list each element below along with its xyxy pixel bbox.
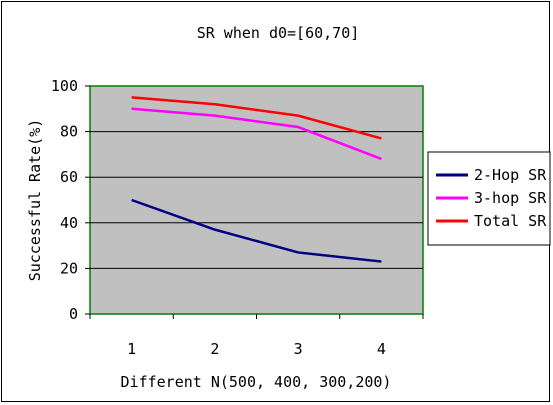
x-tick-label: 4: [377, 340, 386, 358]
x-axis-label: Different N(500, 400, 300,200): [121, 373, 392, 391]
legend-label: 3-hop SR: [474, 189, 547, 207]
x-axis-ticks: 1 2 3 4: [89, 314, 424, 358]
y-tick-label: 60: [60, 168, 78, 186]
x-tick-label: 3: [294, 340, 303, 358]
legend: 2-Hop SR 3-hop SR Total SR: [427, 151, 551, 246]
plot-area: [89, 85, 424, 315]
y-tick-label: 80: [60, 123, 78, 141]
chart-title: SR when d0=[60,70]: [197, 24, 360, 42]
y-tick-label: 20: [60, 259, 78, 277]
legend-items: 2-Hop SR 3-hop SR Total SR: [436, 166, 547, 230]
legend-label: 2-Hop SR: [474, 166, 547, 184]
series-line-total-sr: [131, 96, 382, 140]
y-tick-label: 0: [69, 305, 78, 323]
series-lines: [131, 96, 382, 263]
y-tick-label: 100: [51, 77, 78, 95]
grid-lines: [90, 131, 423, 269]
x-tick-label: 1: [127, 340, 136, 358]
y-tick-label: 40: [60, 214, 78, 232]
x-tick-label: 2: [210, 340, 219, 358]
y-axis-ticks: 0 20 40 60 80 100: [51, 77, 90, 323]
series-line-2-hop-sr: [131, 198, 382, 263]
legend-label: Total SR: [474, 212, 547, 230]
y-axis-label: Successful Rate(%): [26, 119, 44, 282]
series-line-3-hop-sr: [131, 107, 382, 161]
